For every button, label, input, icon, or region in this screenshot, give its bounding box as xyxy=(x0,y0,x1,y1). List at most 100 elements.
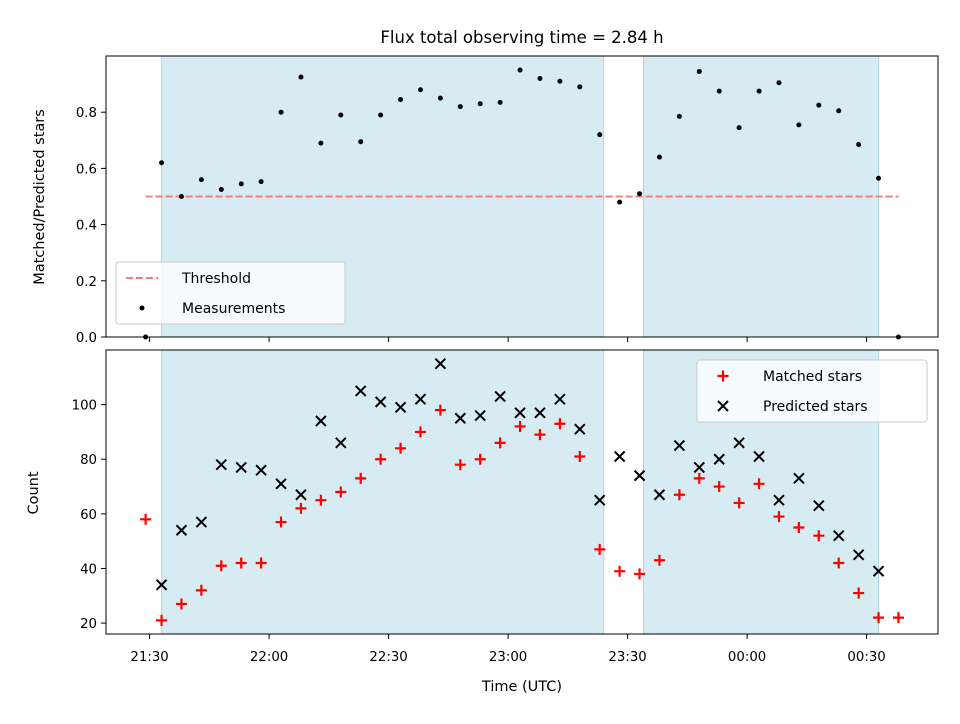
x-tick-label: 22:00 xyxy=(250,650,288,665)
measurement-point xyxy=(437,95,443,101)
y-tick-label: 80 xyxy=(80,453,97,468)
predicted-star-point xyxy=(753,450,765,463)
x-tick-label: 23:00 xyxy=(489,650,527,665)
legend-label: Matched stars xyxy=(763,369,862,385)
predicted-star-point xyxy=(733,437,745,449)
predicted-star-point xyxy=(833,529,845,542)
predicted-star-point xyxy=(673,439,686,452)
matched-star-point xyxy=(235,557,247,569)
y-tick-label: 0.2 xyxy=(76,275,97,290)
matched-star-point xyxy=(873,612,885,624)
matched-star-point xyxy=(315,494,327,506)
matched-star-point xyxy=(673,489,685,501)
measurement-point xyxy=(159,160,165,166)
x-tick-label: 00:00 xyxy=(728,650,766,665)
measurement-point xyxy=(477,101,483,107)
measurement-point xyxy=(736,125,742,131)
predicted-star-point xyxy=(693,461,706,474)
predicted-star-point xyxy=(315,415,327,427)
measurement-point xyxy=(318,140,324,146)
legend-measurement-swatch xyxy=(139,305,145,311)
predicted-star-point xyxy=(175,524,188,536)
x-tick-label: 00:30 xyxy=(847,650,885,665)
matched-star-point xyxy=(793,522,805,533)
legend-label: Predicted stars xyxy=(763,399,868,415)
legend-matched-swatch xyxy=(717,370,729,382)
x-tick-label: 22:30 xyxy=(369,650,407,665)
predicted-star-point xyxy=(374,396,387,408)
measurement-point xyxy=(836,108,842,114)
predicted-star-point xyxy=(713,453,725,465)
measurement-point xyxy=(637,191,643,197)
observing-window-2-1 xyxy=(161,349,605,635)
y-tick-label: 0.8 xyxy=(76,106,97,121)
measurement-point xyxy=(398,97,404,103)
axes-frame-2 xyxy=(105,349,939,635)
measurement-point xyxy=(577,84,583,90)
measurement-point xyxy=(796,122,802,128)
measurement-point xyxy=(497,99,503,105)
predicted-star-point xyxy=(414,393,427,405)
predicted-star-point xyxy=(474,409,486,422)
measurement-point xyxy=(278,109,284,115)
predicted-star-point xyxy=(215,458,228,471)
matched-star-point xyxy=(574,451,586,462)
measurement-point xyxy=(258,179,264,185)
predicted-star-point xyxy=(335,437,347,449)
matched-star-point xyxy=(892,612,904,624)
measurement-point xyxy=(597,132,603,138)
measurement-point xyxy=(676,113,682,119)
predicted-star-point xyxy=(852,549,865,561)
measurement-point xyxy=(617,199,623,205)
matched-star-point xyxy=(195,584,207,596)
matched-star-point xyxy=(634,568,646,580)
matched-star-point xyxy=(813,530,825,542)
predicted-star-point xyxy=(613,450,626,463)
matched-star-point xyxy=(156,614,168,626)
matched-star-point xyxy=(275,516,287,528)
matched-star-point xyxy=(514,420,526,432)
matched-star-point xyxy=(693,472,705,484)
matched-star-point xyxy=(494,437,506,449)
predicted-star-point xyxy=(295,489,307,501)
predicted-star-point xyxy=(255,464,267,476)
measurement-point xyxy=(537,75,543,81)
matched-star-point xyxy=(614,565,626,577)
y-tick-label: 20 xyxy=(80,617,97,632)
matched-star-point xyxy=(175,598,187,610)
matched-star-point xyxy=(434,404,446,416)
y-tick-label: 0.0 xyxy=(76,331,97,346)
matched-star-point xyxy=(454,459,466,471)
measurement-point xyxy=(417,87,423,93)
matched-star-point xyxy=(335,486,347,498)
y-tick-label: 40 xyxy=(80,562,97,577)
predicted-star-point xyxy=(355,385,367,397)
predicted-star-point xyxy=(534,407,546,419)
predicted-star-point xyxy=(454,412,467,424)
matched-star-point xyxy=(215,560,227,572)
matched-star-point xyxy=(773,511,785,523)
axes-frame-1 xyxy=(105,55,939,338)
matched-star-point xyxy=(255,557,267,569)
matched-star-point xyxy=(554,418,566,430)
matched-star-point xyxy=(140,513,152,525)
measurement-point xyxy=(876,175,882,181)
matched-star-point xyxy=(375,453,387,465)
legend-label: Threshold xyxy=(181,271,251,287)
measurement-point xyxy=(557,78,563,84)
y-axis-label-top: Matched/Predicted stars xyxy=(32,109,48,285)
measurement-point xyxy=(338,112,344,118)
matched-star-point xyxy=(733,497,745,509)
y-tick-label: 60 xyxy=(80,508,97,523)
measurement-point xyxy=(178,194,184,199)
legend-label: Measurements xyxy=(182,301,285,317)
predicted-star-point xyxy=(155,579,168,591)
predicted-star-point xyxy=(514,407,526,419)
matched-star-point xyxy=(594,543,606,555)
measurement-point xyxy=(756,88,762,94)
matched-star-point xyxy=(753,478,765,490)
legend-predicted-swatch xyxy=(717,400,729,412)
predicted-star-point xyxy=(872,565,885,577)
matched-star-point xyxy=(355,472,367,484)
